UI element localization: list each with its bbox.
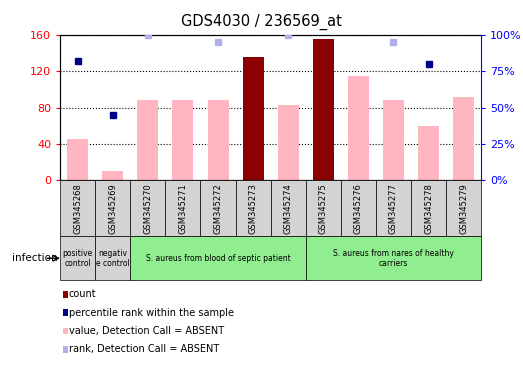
Bar [341, 180, 376, 236]
Bar [67, 139, 88, 180]
Bar [306, 180, 341, 236]
Bar [165, 180, 200, 236]
Bar [138, 100, 158, 180]
Text: GSM345274: GSM345274 [283, 183, 293, 234]
Bar [60, 180, 95, 236]
Text: rank, Detection Call = ABSENT: rank, Detection Call = ABSENT [69, 344, 219, 354]
Text: GSM345277: GSM345277 [389, 183, 398, 234]
Text: GSM345268: GSM345268 [73, 183, 82, 234]
Text: S. aureus from blood of septic patient: S. aureus from blood of septic patient [145, 254, 290, 263]
Bar [411, 180, 446, 236]
Text: percentile rank within the sample: percentile rank within the sample [69, 308, 234, 318]
Text: GSM345270: GSM345270 [143, 183, 152, 234]
Text: positive
control: positive control [63, 248, 93, 268]
Bar [306, 236, 481, 280]
Bar [95, 180, 130, 236]
Bar [200, 180, 235, 236]
Bar [102, 171, 123, 180]
Text: S. aureus from nares of healthy
carriers: S. aureus from nares of healthy carriers [333, 248, 454, 268]
Bar [60, 236, 95, 280]
Text: GSM345279: GSM345279 [459, 183, 468, 234]
Bar [235, 180, 271, 236]
Bar [95, 236, 130, 280]
Text: GSM345271: GSM345271 [178, 183, 187, 234]
Bar [453, 97, 474, 180]
Text: GSM345276: GSM345276 [354, 183, 363, 234]
Bar [348, 76, 369, 180]
Bar [313, 39, 334, 180]
Text: value, Detection Call = ABSENT: value, Detection Call = ABSENT [69, 326, 224, 336]
Bar [278, 105, 299, 180]
Bar [208, 100, 229, 180]
Bar [130, 236, 306, 280]
Text: GSM345275: GSM345275 [319, 183, 328, 234]
Bar [376, 180, 411, 236]
Bar [418, 126, 439, 180]
Text: GSM345273: GSM345273 [248, 183, 258, 234]
Text: GSM345278: GSM345278 [424, 183, 433, 234]
Text: GSM345272: GSM345272 [213, 183, 222, 234]
Bar [130, 180, 165, 236]
Text: GSM345269: GSM345269 [108, 183, 117, 234]
Text: GDS4030 / 236569_at: GDS4030 / 236569_at [181, 13, 342, 30]
Bar [383, 100, 404, 180]
Text: negativ
e control: negativ e control [96, 248, 130, 268]
Bar [271, 180, 306, 236]
Text: count: count [69, 289, 97, 299]
Bar [446, 180, 481, 236]
Bar [243, 57, 264, 180]
Bar [173, 100, 194, 180]
Text: infection: infection [12, 253, 58, 263]
